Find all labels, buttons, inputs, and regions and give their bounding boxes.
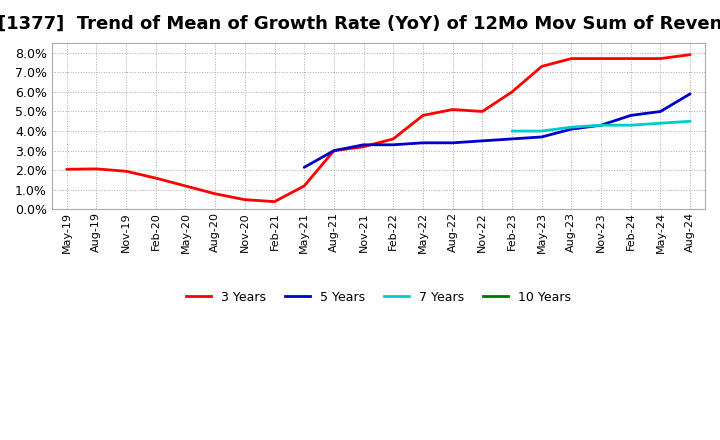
3 Years <box>63 167 71 172</box>
Line: 5 Years: 5 Years <box>305 94 690 167</box>
7 Years <box>626 123 635 128</box>
5 Years <box>449 140 457 146</box>
3 Years <box>211 191 220 196</box>
3 Years <box>92 166 101 172</box>
3 Years <box>626 56 635 61</box>
3 Years <box>359 144 368 150</box>
5 Years <box>686 91 695 96</box>
Legend: 3 Years, 5 Years, 7 Years, 10 Years: 3 Years, 5 Years, 7 Years, 10 Years <box>181 286 576 309</box>
3 Years <box>449 107 457 112</box>
7 Years <box>537 128 546 134</box>
3 Years <box>656 56 665 61</box>
3 Years <box>240 197 249 202</box>
5 Years <box>389 142 397 147</box>
3 Years <box>567 56 576 61</box>
3 Years <box>122 169 130 174</box>
5 Years <box>359 142 368 147</box>
5 Years <box>330 148 338 153</box>
3 Years <box>537 64 546 69</box>
5 Years <box>537 134 546 139</box>
Title: [1377]  Trend of Mean of Growth Rate (YoY) of 12Mo Mov Sum of Revenues: [1377] Trend of Mean of Growth Rate (YoY… <box>0 15 720 33</box>
3 Years <box>151 176 160 181</box>
Line: 7 Years: 7 Years <box>512 121 690 131</box>
5 Years <box>567 126 576 132</box>
7 Years <box>686 119 695 124</box>
3 Years <box>330 148 338 153</box>
Line: 3 Years: 3 Years <box>67 55 690 202</box>
5 Years <box>508 136 516 142</box>
7 Years <box>656 121 665 126</box>
7 Years <box>567 125 576 130</box>
5 Years <box>418 140 427 146</box>
3 Years <box>270 199 279 204</box>
3 Years <box>300 183 309 189</box>
3 Years <box>389 136 397 142</box>
5 Years <box>597 123 606 128</box>
3 Years <box>478 109 487 114</box>
3 Years <box>597 56 606 61</box>
3 Years <box>508 89 516 95</box>
3 Years <box>181 183 190 189</box>
3 Years <box>686 52 695 57</box>
3 Years <box>418 113 427 118</box>
7 Years <box>508 128 516 134</box>
5 Years <box>626 113 635 118</box>
7 Years <box>597 123 606 128</box>
5 Years <box>300 165 309 170</box>
5 Years <box>478 138 487 143</box>
5 Years <box>656 109 665 114</box>
